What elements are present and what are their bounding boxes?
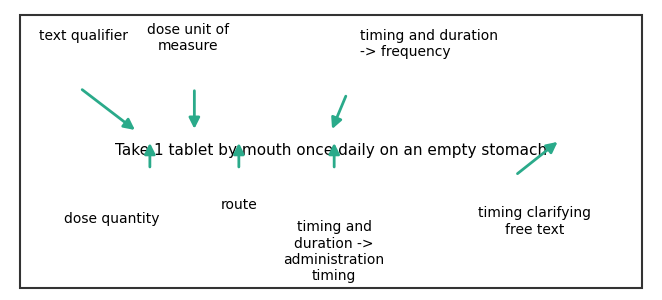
Text: route: route <box>220 198 258 212</box>
FancyBboxPatch shape <box>20 15 642 288</box>
Text: timing clarifying
free text: timing clarifying free text <box>478 206 591 237</box>
Text: Take 1 tablet by mouth once daily on an empty stomach: Take 1 tablet by mouth once daily on an … <box>115 142 547 158</box>
Text: timing and duration
-> frequency: timing and duration -> frequency <box>359 29 498 59</box>
Text: dose quantity: dose quantity <box>64 212 160 226</box>
Text: text qualifier: text qualifier <box>38 29 128 43</box>
Text: dose unit of
measure: dose unit of measure <box>147 23 229 53</box>
Text: timing and
duration ->
administration
timing: timing and duration -> administration ti… <box>283 220 385 283</box>
